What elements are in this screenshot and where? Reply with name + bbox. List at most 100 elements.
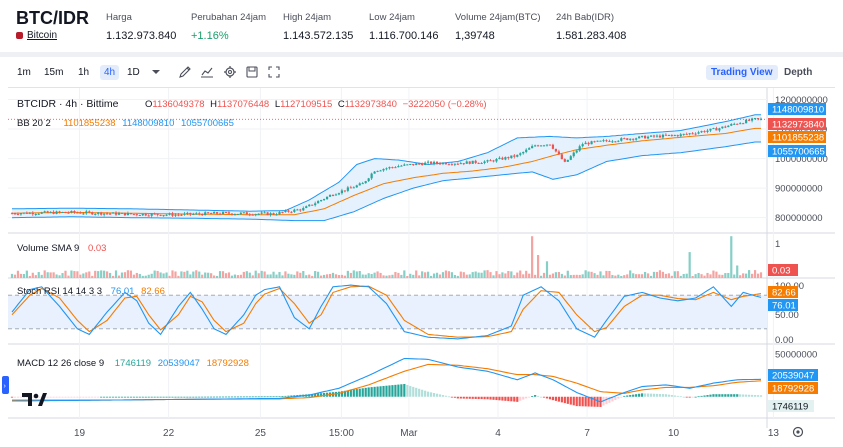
volume-bar — [129, 270, 132, 278]
macd-hist-bar — [721, 394, 724, 397]
volume-bar — [379, 272, 382, 278]
volume-bar — [545, 261, 549, 278]
volume-bar — [111, 275, 115, 278]
volume-bar — [174, 271, 177, 278]
macd-hist-bar — [198, 396, 201, 398]
volume-bar — [123, 272, 127, 278]
candle-body — [171, 213, 174, 216]
macd-hist-bar — [465, 396, 468, 399]
volume-bar — [673, 271, 676, 278]
candle-body — [510, 155, 513, 159]
volume-bar — [611, 274, 614, 278]
candle-body — [575, 150, 578, 153]
volume-bar — [46, 272, 49, 278]
candle-body — [82, 213, 85, 215]
macd-hist-bar — [397, 384, 400, 397]
volume-bar — [566, 270, 569, 278]
timeframe-15m[interactable]: 15m — [44, 67, 64, 78]
coin-link[interactable]: Bitcoin — [27, 30, 58, 41]
macd-hist-bar — [352, 389, 355, 397]
macd-hist-bar — [37, 396, 40, 398]
candle-body — [394, 167, 397, 169]
candle-body — [700, 131, 703, 133]
volume-bar — [510, 271, 513, 278]
volume-bar — [100, 270, 103, 278]
candle-body — [198, 213, 201, 215]
timeframe-1h[interactable]: 1h — [78, 67, 90, 78]
macd-hist-bar — [691, 396, 694, 398]
timeframe-1d[interactable]: 1D — [127, 67, 140, 78]
candle-body — [584, 142, 587, 145]
bb-lower-line — [11, 141, 761, 222]
candle-body — [337, 193, 341, 195]
drawer-toggle[interactable] — [2, 376, 9, 394]
volume-bar — [370, 274, 373, 278]
candle-body — [643, 135, 647, 139]
candle-body — [76, 212, 79, 214]
volume-bar — [599, 271, 602, 278]
macd-hist-bar — [337, 391, 341, 397]
candle-body — [210, 213, 213, 215]
volume-bar — [61, 273, 64, 278]
candle-body — [272, 213, 275, 215]
volume-bar — [519, 270, 522, 278]
macd-hist-bar — [459, 396, 462, 399]
volume-bar — [88, 271, 91, 278]
timeframe-4h[interactable]: 4h — [100, 65, 120, 80]
volume-bar — [58, 275, 61, 278]
price-chart[interactable]: 19 22 25 15:00 Mar 4 7 10 1312000000001100000000… — [0, 88, 843, 447]
volume-label-text: 0.03 — [772, 266, 791, 277]
candle-body — [317, 201, 320, 204]
draw-icon[interactable] — [178, 65, 192, 79]
volume-bar — [314, 271, 317, 278]
macd-hist-bar — [70, 396, 73, 398]
volume-bar — [429, 275, 433, 278]
pair-title: BTC/IDR — [16, 8, 89, 28]
volume-bar — [477, 272, 480, 278]
macd-hist-bar — [718, 394, 721, 397]
macd-hist-bar — [263, 396, 266, 398]
macd-hist-bar — [703, 395, 706, 397]
view-tradingview-button[interactable]: Trading View — [706, 65, 778, 80]
volume-bar — [331, 272, 335, 278]
candle-body — [453, 163, 456, 165]
macd-hist-bar — [566, 396, 569, 404]
candle-body — [100, 212, 103, 215]
volume-bar — [483, 270, 486, 278]
volume-bar — [281, 275, 284, 278]
macd-hist-bar — [275, 396, 278, 398]
view-depth-button[interactable]: Depth — [784, 67, 813, 78]
candle-body — [55, 211, 58, 214]
macd-hist-bar — [403, 384, 406, 397]
macd-hist-bar — [314, 393, 317, 397]
volume-bar — [623, 275, 626, 278]
volume-bar — [756, 273, 760, 278]
candle-body — [536, 145, 540, 147]
timeframe-1m[interactable]: 1m — [17, 67, 31, 78]
stoch-k-line — [11, 284, 762, 340]
macd-hist-bar — [572, 396, 575, 406]
volume-bar — [626, 274, 629, 278]
time-tick-label: 10 — [668, 428, 680, 439]
macd-hist-bar — [522, 396, 525, 400]
chart-settings-icon[interactable] — [792, 426, 804, 438]
volume-bar — [91, 275, 94, 278]
candle-body — [239, 212, 242, 214]
macd-hist-bar — [495, 396, 498, 401]
volume-bar — [382, 275, 385, 278]
volume-bar — [132, 274, 135, 278]
volume-bar — [239, 274, 242, 278]
volume-bar — [165, 272, 168, 278]
volume-bar — [76, 271, 79, 278]
settings-icon[interactable] — [223, 65, 237, 79]
macd-hist-bar — [16, 396, 20, 398]
candle-body — [43, 211, 46, 213]
dropdown-icon[interactable] — [149, 65, 163, 79]
indicator-icon[interactable] — [200, 65, 214, 79]
volume-bar — [325, 274, 329, 278]
snapshot-icon[interactable] — [245, 65, 259, 79]
macd-hist-bar — [73, 396, 76, 398]
fullscreen-icon[interactable] — [267, 65, 281, 79]
volume-bar — [421, 271, 424, 278]
volume-bar — [427, 271, 430, 278]
